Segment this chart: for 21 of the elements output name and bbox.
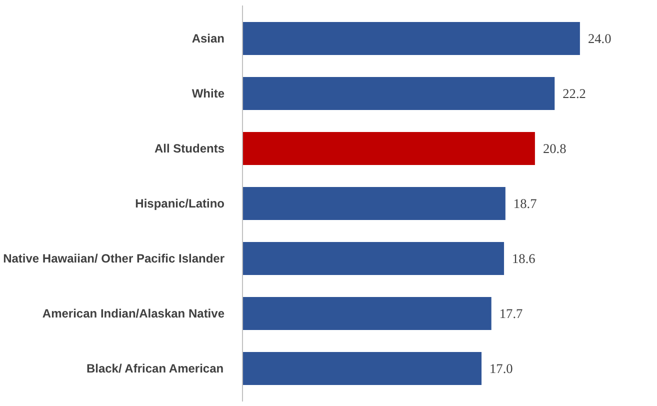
- y-tick-label: Hispanic/Latino: [135, 196, 224, 210]
- bar: [242, 22, 580, 55]
- bar: [242, 352, 482, 385]
- data-label: 18.7: [513, 196, 538, 211]
- data-label: 18.6: [512, 251, 536, 266]
- y-tick-label: Native Hawaiian/ Other Pacific Islander: [3, 252, 225, 266]
- data-label: 20.8: [542, 141, 567, 156]
- y-tick-label: American Indian/Alaskan Native: [42, 306, 225, 320]
- y-tick-label: White: [192, 86, 225, 100]
- bar: [242, 132, 535, 165]
- bar: [242, 242, 504, 275]
- y-tick-label: All Students: [154, 142, 225, 156]
- y-tick-label: Asian: [192, 32, 225, 46]
- y-tick-label: Black/ African American: [86, 362, 224, 376]
- data-label: 24.0: [588, 31, 612, 46]
- bar: [242, 187, 506, 220]
- data-label: 17.7: [499, 306, 524, 321]
- data-label: 17.0: [490, 361, 514, 376]
- bar: [242, 77, 555, 110]
- data-label: 22.2: [562, 86, 586, 101]
- bar: [242, 297, 492, 330]
